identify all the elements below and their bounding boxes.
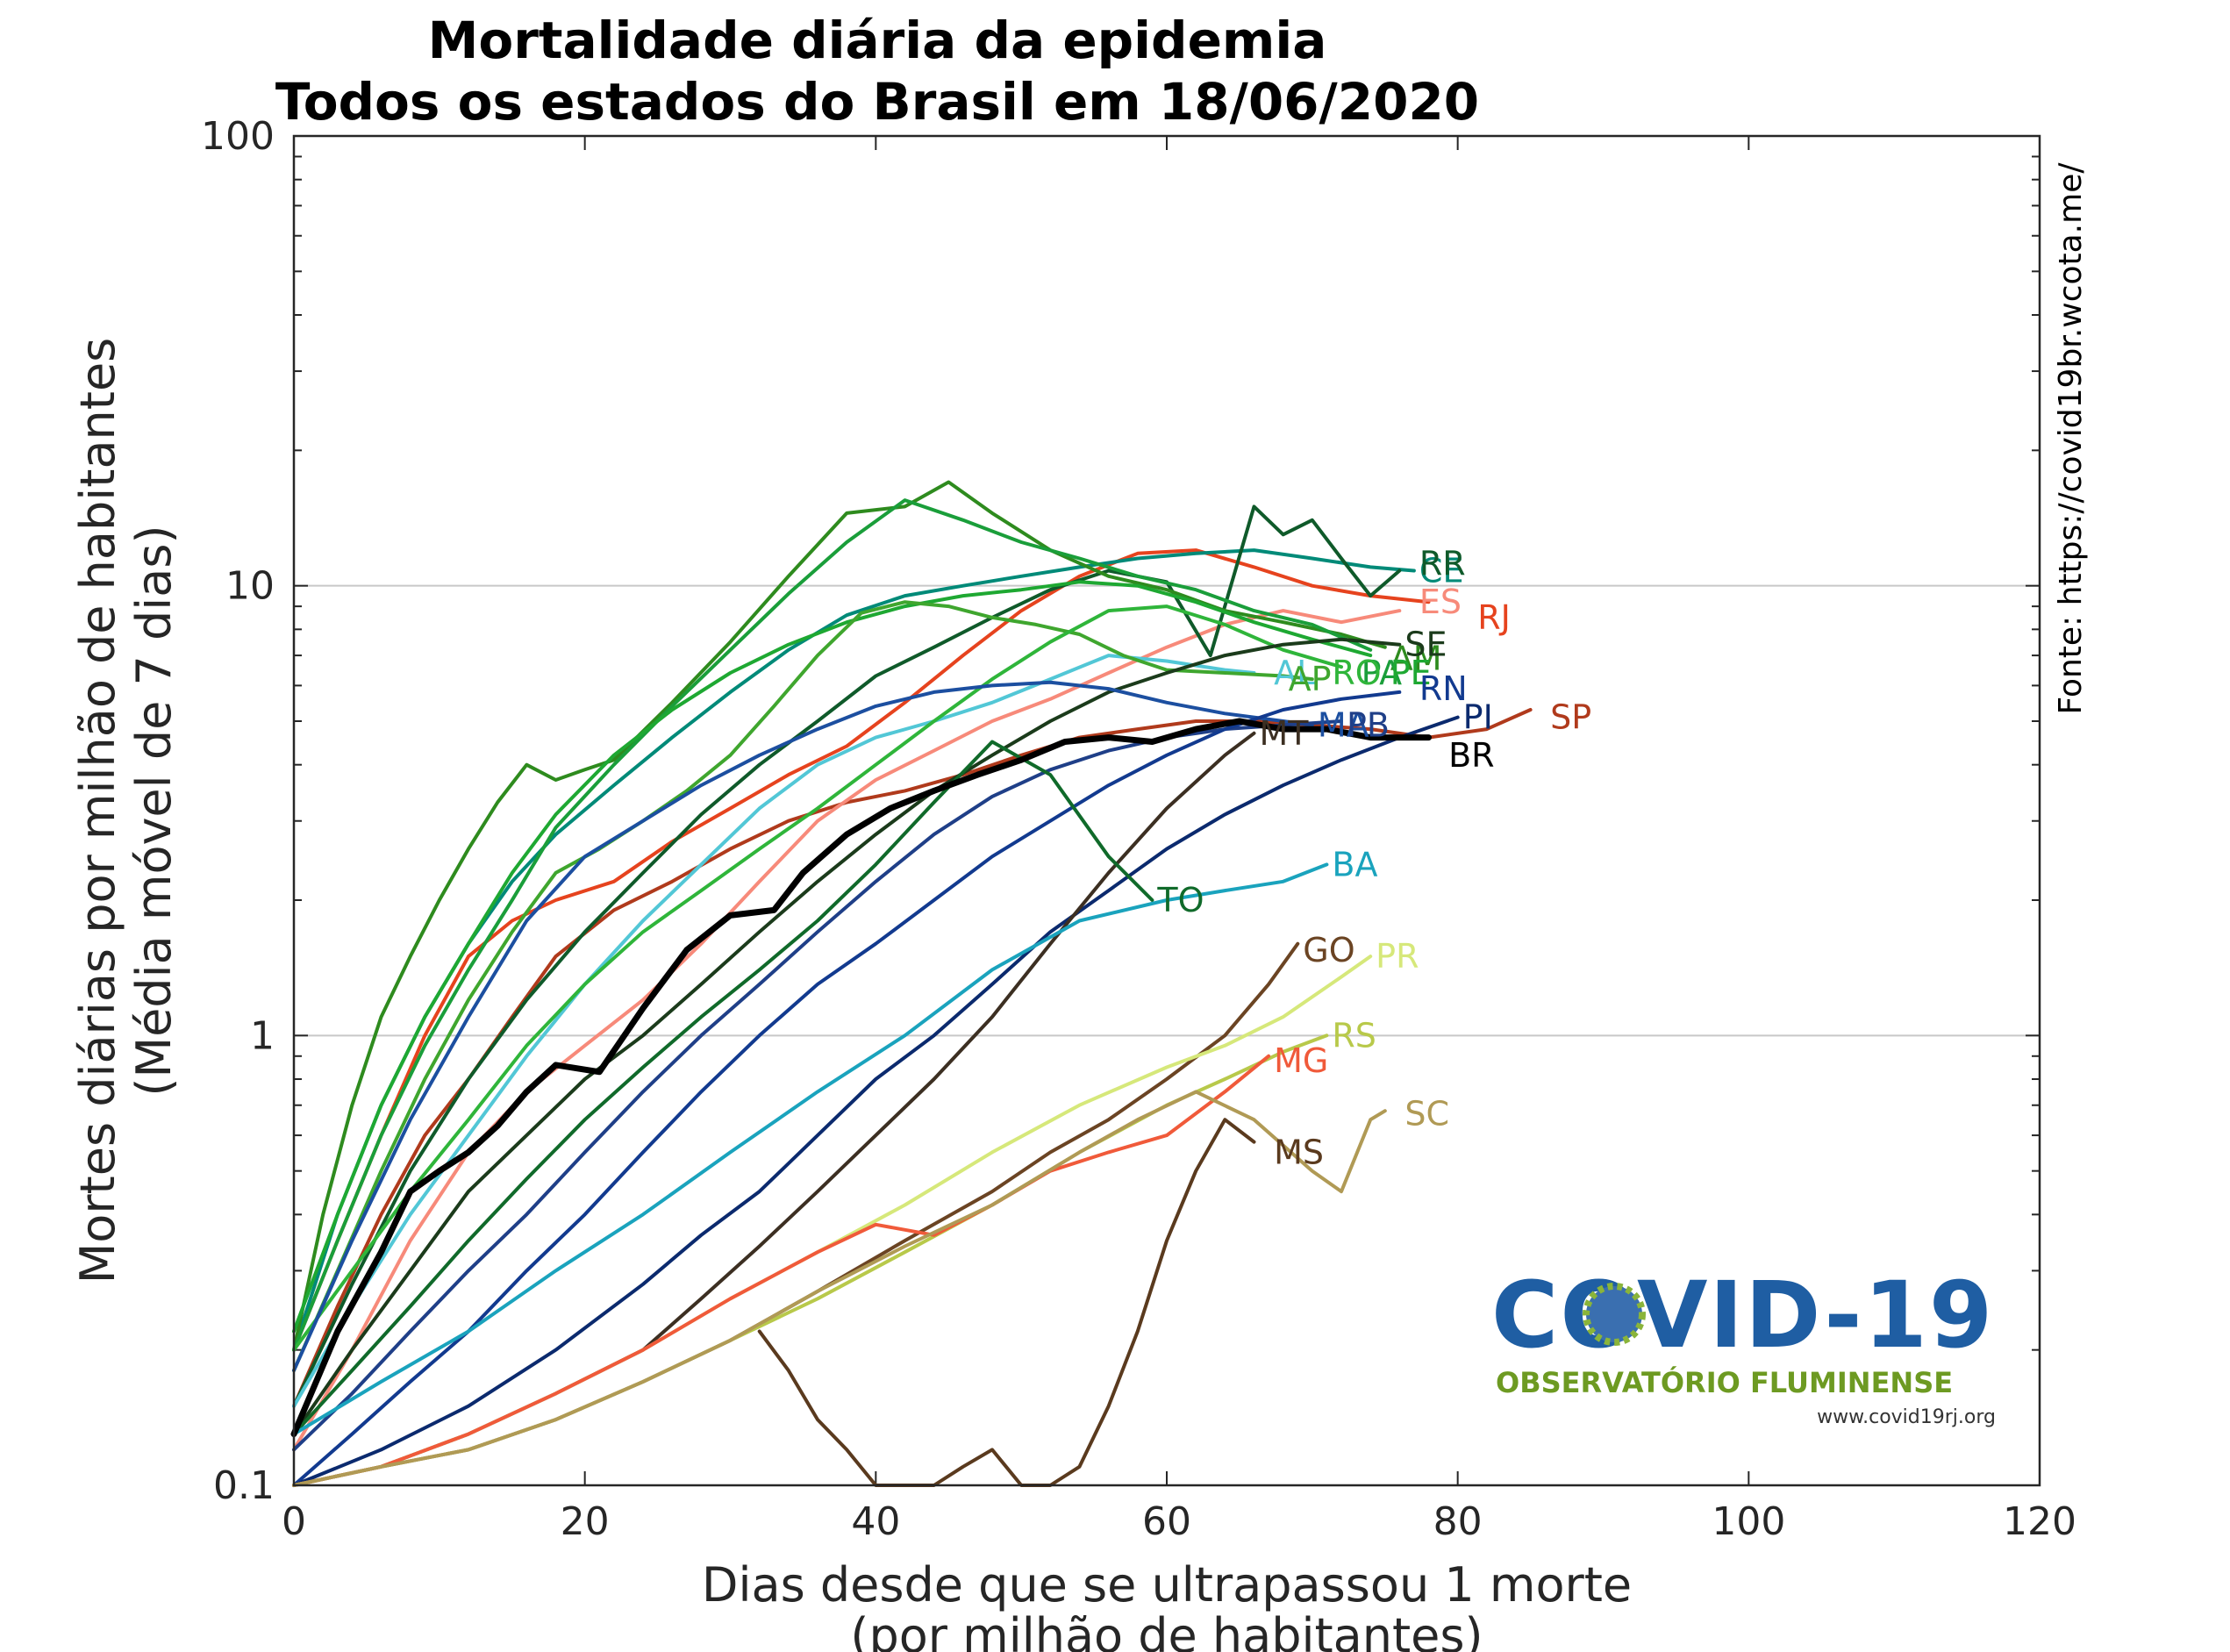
series-label-rn: RN bbox=[1419, 669, 1468, 708]
y-axis-label-line1: Mortes diárias por milhão de habitantes bbox=[70, 338, 125, 1284]
series-line-sp bbox=[292, 708, 1533, 1408]
series-lines bbox=[290, 480, 1533, 1487]
series-line-ma bbox=[292, 680, 1314, 1373]
series-label-pe: PE bbox=[1390, 654, 1432, 692]
series-label-ma: MA bbox=[1318, 705, 1369, 744]
series-label-go: GO bbox=[1303, 931, 1354, 969]
series-label-sp: SP bbox=[1550, 698, 1591, 737]
series-line-ro bbox=[292, 604, 1343, 1352]
series-label-es: ES bbox=[1419, 583, 1462, 621]
series-label-ba: BA bbox=[1332, 845, 1377, 883]
x-tick-label: 0 bbox=[282, 1499, 306, 1544]
series-line-ba bbox=[292, 862, 1329, 1436]
x-axis-label-line2: (por milhão de habitantes) bbox=[850, 1608, 1483, 1652]
x-tick-label: 80 bbox=[1433, 1499, 1483, 1544]
series-label-rs: RS bbox=[1332, 1016, 1376, 1055]
series-line-pi bbox=[292, 715, 1460, 1487]
series-label-pr: PR bbox=[1376, 937, 1419, 976]
y-tick-label: 1 bbox=[250, 1013, 275, 1058]
series-label-rr: RR bbox=[1419, 544, 1466, 583]
series-label-pi: PI bbox=[1463, 698, 1493, 737]
series-label-mg: MG bbox=[1274, 1041, 1328, 1080]
y-axis-label-line2: (Média móvel de 7 dias) bbox=[126, 525, 182, 1096]
series-label-pb: PB bbox=[1347, 705, 1390, 744]
series-line-rj bbox=[292, 548, 1431, 1352]
source-note: Fonte: https://covid19br.wcota.me/ bbox=[2053, 162, 2089, 715]
axis-ticks: 0.1 1 10 100 0 20 40 60 80 100 120 bbox=[201, 114, 2076, 1544]
logo-url: www.covid19rj.org bbox=[1817, 1406, 1996, 1428]
series-line-ms bbox=[757, 1118, 1256, 1487]
series-line-al bbox=[292, 654, 1256, 1408]
x-tick-label: 60 bbox=[1142, 1499, 1191, 1544]
series-line-sc bbox=[292, 1090, 1387, 1487]
series-label-sc: SC bbox=[1404, 1094, 1449, 1133]
series-line-ap bbox=[292, 600, 1314, 1373]
x-tick-label: 20 bbox=[561, 1499, 610, 1544]
series-label-am: AM bbox=[1390, 639, 1442, 677]
series-label-ce: CE bbox=[1419, 552, 1464, 590]
series-label-br: BR bbox=[1448, 736, 1494, 775]
x-axis-label-line1: Dias desde que se ultrapassou 1 morte bbox=[702, 1557, 1632, 1613]
series-label-to: TO bbox=[1156, 881, 1204, 919]
x-tick-label: 120 bbox=[2003, 1499, 2076, 1544]
series-line-rn bbox=[292, 690, 1402, 1487]
series-line-pe bbox=[292, 580, 1373, 1334]
y-tick-label: 100 bbox=[201, 114, 275, 159]
series-label-se: SE bbox=[1404, 626, 1447, 664]
x-tick-label: 100 bbox=[1712, 1499, 1785, 1544]
series-line-mt bbox=[292, 731, 1256, 1487]
chart-subtitle: Todos os estados do Brasil em 18/06/2020 bbox=[275, 72, 1479, 132]
series-line-br bbox=[290, 718, 1432, 1438]
logo-subtitle: OBSERVATÓRIO FLUMINENSE bbox=[1496, 1365, 1953, 1399]
series-line-ce bbox=[292, 548, 1416, 1352]
series-line-rr bbox=[292, 504, 1402, 1408]
series-label-ro: RO bbox=[1332, 654, 1381, 692]
plot-frame bbox=[292, 134, 2041, 1487]
series-line-am bbox=[292, 480, 1387, 1352]
covid19-logo: COVID-19 OBSERVATÓRIO FLUMINENSE www.cov… bbox=[1491, 1262, 1996, 1428]
x-tick-label: 40 bbox=[851, 1499, 900, 1544]
y-tick-label: 10 bbox=[225, 564, 275, 609]
series-line-pa bbox=[292, 498, 1373, 1352]
series-label-mt: MT bbox=[1260, 714, 1310, 753]
series-line-go bbox=[292, 941, 1300, 1487]
series-label-ms: MS bbox=[1274, 1133, 1324, 1171]
series-label-ap: AP bbox=[1289, 660, 1332, 698]
logo-title: COVID-19 bbox=[1491, 1262, 1994, 1369]
y-tick-label: 0.1 bbox=[213, 1463, 275, 1508]
series-line-mg bbox=[292, 1054, 1271, 1487]
series-label-al: AL bbox=[1274, 654, 1315, 692]
series-label-rj: RJ bbox=[1477, 598, 1511, 637]
series-line-se bbox=[292, 637, 1402, 1436]
grid bbox=[294, 584, 2040, 1037]
series-label-pa: PA bbox=[1362, 654, 1402, 692]
chart-title: Mortalidade diária da epidemia bbox=[428, 11, 1327, 70]
virus-icon bbox=[1583, 1283, 1646, 1346]
